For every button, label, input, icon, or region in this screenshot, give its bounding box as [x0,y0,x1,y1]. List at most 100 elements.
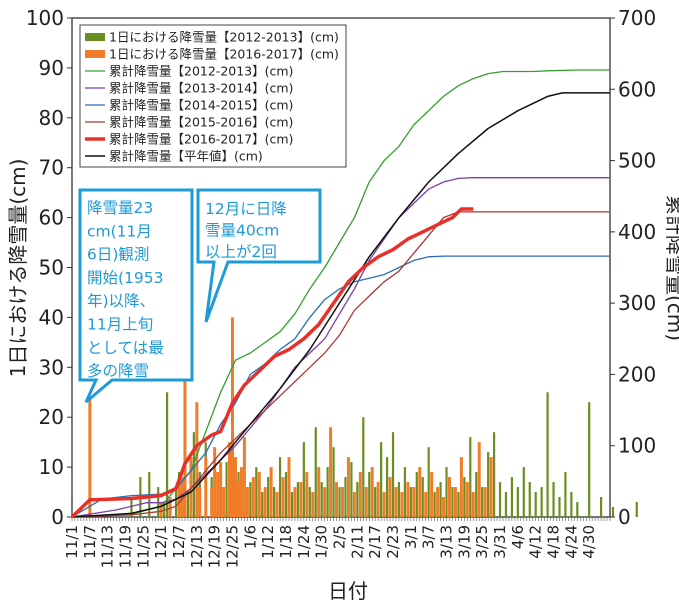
bar-2012-2013 [255,467,258,517]
bar-2012-2013 [284,472,288,517]
bar-2012-2013 [534,492,537,517]
callout-1-line: 開始(1953 [87,269,164,287]
x-tick-label: 11/1 [63,525,81,559]
x-tick-label: 4/24 [562,525,580,559]
y-tick-label: 10 [39,455,64,479]
bar-2012-2013 [344,477,347,517]
cumulative-lines [70,69,610,519]
bar-2016-2017 [275,492,279,517]
callout-box-2 [196,188,322,323]
x-axis-title: 日付 [328,579,368,603]
bar-2012-2013 [249,482,252,517]
y2-axis-title: 累計降雪量(cm) [663,195,679,341]
bar-2016-2017 [382,492,386,517]
callout-1-line: 6日)観測 [87,246,149,264]
bar-2012-2013 [498,482,502,517]
x-tick-label: 2/17 [366,525,384,559]
bar-2016-2017 [222,487,226,517]
bar-2016-2017 [305,472,309,517]
bar-2012-2013 [481,487,484,517]
bar-2012-2013 [157,487,160,517]
bar-2016-2017 [323,487,327,517]
x-tick-label: 3/13 [438,525,456,559]
bar-2016-2017 [436,487,440,517]
bar-2016-2017 [210,487,214,517]
legend-swatch [85,33,105,41]
bar-2012-2013 [397,482,401,517]
y2-tick-label: 300 [618,291,656,315]
bar-2012-2013 [427,447,430,517]
y-tick-label: 80 [39,106,64,130]
x-tick-label: 1/24 [295,525,313,559]
bar-2012-2013 [457,492,460,517]
bar-2012-2013 [186,492,190,517]
bar-2016-2017 [483,487,487,517]
bar-2012-2013 [368,472,371,517]
bar-2016-2017 [376,482,380,517]
x-tick-label: 3/1 [402,525,420,549]
bar-2012-2013 [338,487,341,517]
x-tick-label: 1/30 [313,525,331,559]
bar-2012-2013 [326,467,329,517]
bar-2012-2013 [558,497,561,517]
legend-swatch [85,50,105,58]
bar-2016-2017 [242,437,246,517]
bar-2016-2017 [281,477,285,517]
bar-2016-2017 [406,482,410,517]
y-tick-label: 60 [39,206,64,230]
bar-2012-2013 [267,477,270,517]
bar-2016-2017 [257,472,261,517]
y-tick-label: 70 [39,156,64,180]
bar-2012-2013 [374,487,377,517]
x-tick-label: 3/7 [420,525,438,549]
bar-2016-2017 [219,462,223,517]
y-axis-title: 1日における降雪量(cm) [6,159,30,378]
bar-2012-2013 [225,462,228,517]
bar-2016-2017 [183,312,187,517]
bar-2012-2013 [516,487,519,517]
bar-2012-2013 [302,442,305,517]
x-tick-label: 3/31 [491,525,509,559]
x-tick-label: 12/1 [152,525,170,559]
bar-2016-2017 [311,492,315,517]
bar-2016-2017 [231,317,235,517]
bar-2016-2017 [263,487,267,517]
bar-2012-2013 [492,432,496,517]
x-tick-label: 3/19 [455,525,473,559]
y2-tick-label: 200 [618,362,656,386]
series-line-4 [71,92,610,518]
bar-2012-2013 [433,492,436,517]
bar-2016-2017 [447,477,451,517]
bar-2016-2017 [430,472,434,517]
bar-2016-2017 [465,482,469,517]
bar-2012-2013 [463,477,466,517]
bar-2012-2013 [439,482,442,517]
bar-2016-2017 [287,457,291,517]
callout-box-1 [78,188,194,404]
bar-2012-2013 [564,472,567,517]
bar-2016-2017 [424,492,428,517]
y-tick-label: 50 [39,256,64,280]
legend-label: 累計降雪量【平年値】(cm) [109,149,263,164]
legend-label: 1日における降雪量【2016-2017】(cm) [109,47,339,62]
bar-2016-2017 [88,397,92,517]
y-tick-label: 30 [39,355,64,379]
callout-1-line: 年)以降、 [87,292,155,310]
bar-2016-2017 [216,472,220,517]
callout-2-line: 雪量40cm [205,222,279,240]
bar-2016-2017 [400,492,404,517]
x-tick-label: 1/12 [259,525,277,559]
y-tick-label: 100 [26,6,64,30]
axes: 0 10 20 30 40 50 60 70 80 90 100 0 100 200 300 400 500 60… [26,6,656,568]
legend-label: 累計降雪量【2015-2016】(cm) [109,115,293,130]
bar-2012-2013 [308,487,311,517]
bar-2016-2017 [489,457,493,517]
bar-2012-2013 [421,477,424,517]
bar-2012-2013 [278,457,282,517]
legend-label: 累計降雪量【2013-2014】(cm) [109,81,293,96]
x-tick-label: 2/11 [348,525,366,559]
bar-2016-2017 [245,487,249,517]
bar-2012-2013 [314,427,317,517]
